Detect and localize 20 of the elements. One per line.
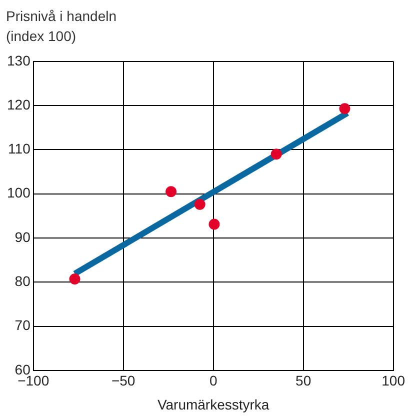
y-tick-label: 70	[14, 317, 31, 334]
y-axis-title: Prisnivå i handeln (index 100)	[6, 7, 117, 46]
x-tick-label: 50	[296, 372, 312, 389]
point	[69, 274, 80, 285]
y-tick-label: 110	[8, 140, 31, 157]
point	[270, 148, 282, 160]
y-tick-label: 100	[7, 184, 31, 201]
y-tick-label: 60	[14, 361, 31, 378]
x-tick-label: 100	[382, 372, 406, 389]
x-tick-label: 0	[209, 372, 218, 389]
point	[166, 186, 177, 198]
y-tick-label: 90	[14, 228, 31, 245]
x-axis-title: Varumärkesstyrka	[157, 396, 270, 412]
point	[208, 218, 220, 230]
point	[194, 198, 206, 210]
x-tick-label: −50	[111, 372, 136, 389]
point	[339, 103, 350, 114]
y-tick-label: 130	[7, 52, 31, 68]
y-tick-label: 120	[7, 96, 31, 112]
y-tick-label: 80	[14, 272, 31, 289]
